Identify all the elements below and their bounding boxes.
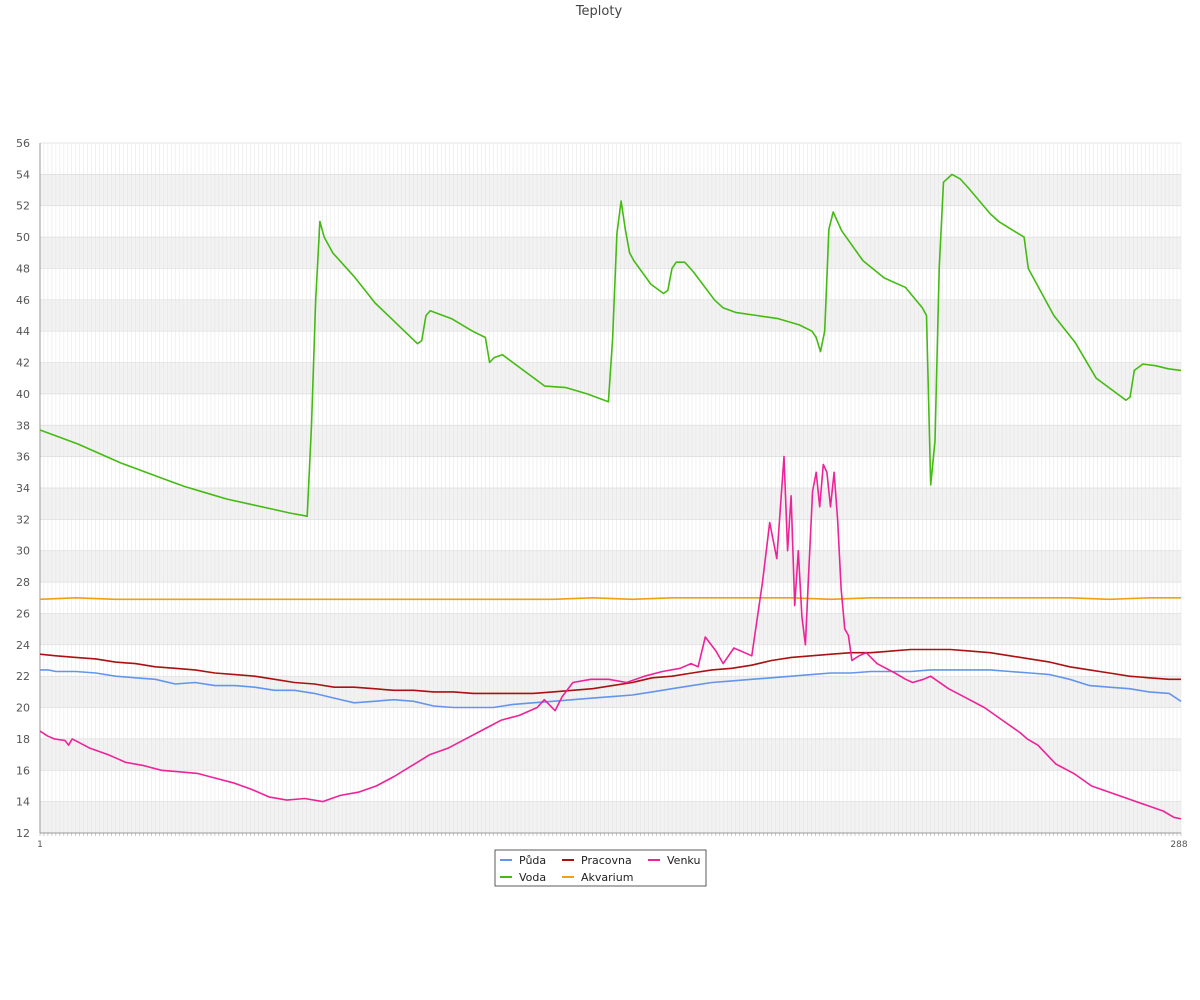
y-tick-label: 32 [16,513,30,526]
series-line-3 [39,648,1181,695]
y-tick-label: 26 [16,607,30,620]
y-tick-label: 42 [16,357,30,370]
chart-title: Teploty [575,4,623,19]
y-tick-labels: 12 14 16 18 20 22 24 26 28 30 32 34 36 38 40 42 44 46 48 50… [16,137,30,840]
y-tick-label: 16 [16,764,30,777]
horizontal-gridlines [40,142,1181,834]
grid-band [40,425,1181,457]
series-line-2 [39,173,1182,518]
legend-box [494,849,707,887]
y-tick-label: 30 [16,545,30,558]
grid-band [40,174,1181,206]
y-tick-label: 20 [16,702,30,715]
y-tick-label: 54 [16,168,30,181]
y-tick-label: 18 [16,733,30,746]
series-line-1 [40,669,1182,709]
y-tick-label: 50 [16,231,30,244]
grid-band [40,738,1181,771]
grid-band [40,676,1181,708]
y-tick-label: 44 [16,325,30,338]
y-tick-label: 40 [16,388,30,401]
axes [39,143,1182,836]
y-tick-label: 36 [16,451,30,464]
y-tick-label: 22 [16,670,30,683]
alternating-bands [40,174,1181,833]
legend-label: Voda [519,871,546,884]
y-tick-label: 28 [16,576,30,589]
legend-label: Akvarium [581,871,633,884]
legend-label: Pracovna [581,854,632,867]
x-tick-labels: 1 288 [37,840,1188,850]
x-tick-label-last: 288 [1170,840,1187,850]
series-line-4 [39,596,1181,601]
y-tick-label: 46 [16,294,30,307]
x-tick-label-first: 1 [37,840,43,850]
y-tick-label: 38 [16,419,30,432]
y-tick-label: 48 [16,262,30,275]
grid-band [40,613,1181,645]
y-tick-label: 12 [16,827,30,840]
grid-band [40,299,1181,332]
y-tick-label: 24 [16,639,30,652]
series-lines [39,173,1182,820]
grid-band [40,488,1181,520]
legend: Půda Voda Pracovna Akvarium Venku [494,849,707,887]
grid-band [40,550,1181,583]
y-tick-label: 52 [16,200,30,213]
y-tick-label: 14 [16,796,30,809]
legend-label: Venku [667,854,700,867]
y-tick-label: 34 [16,482,30,495]
grid-band [40,801,1181,833]
legend-label: Půda [519,854,546,867]
grid-band [40,237,1181,269]
series-line-5 [39,455,1182,820]
y-tick-label: 56 [16,137,30,150]
